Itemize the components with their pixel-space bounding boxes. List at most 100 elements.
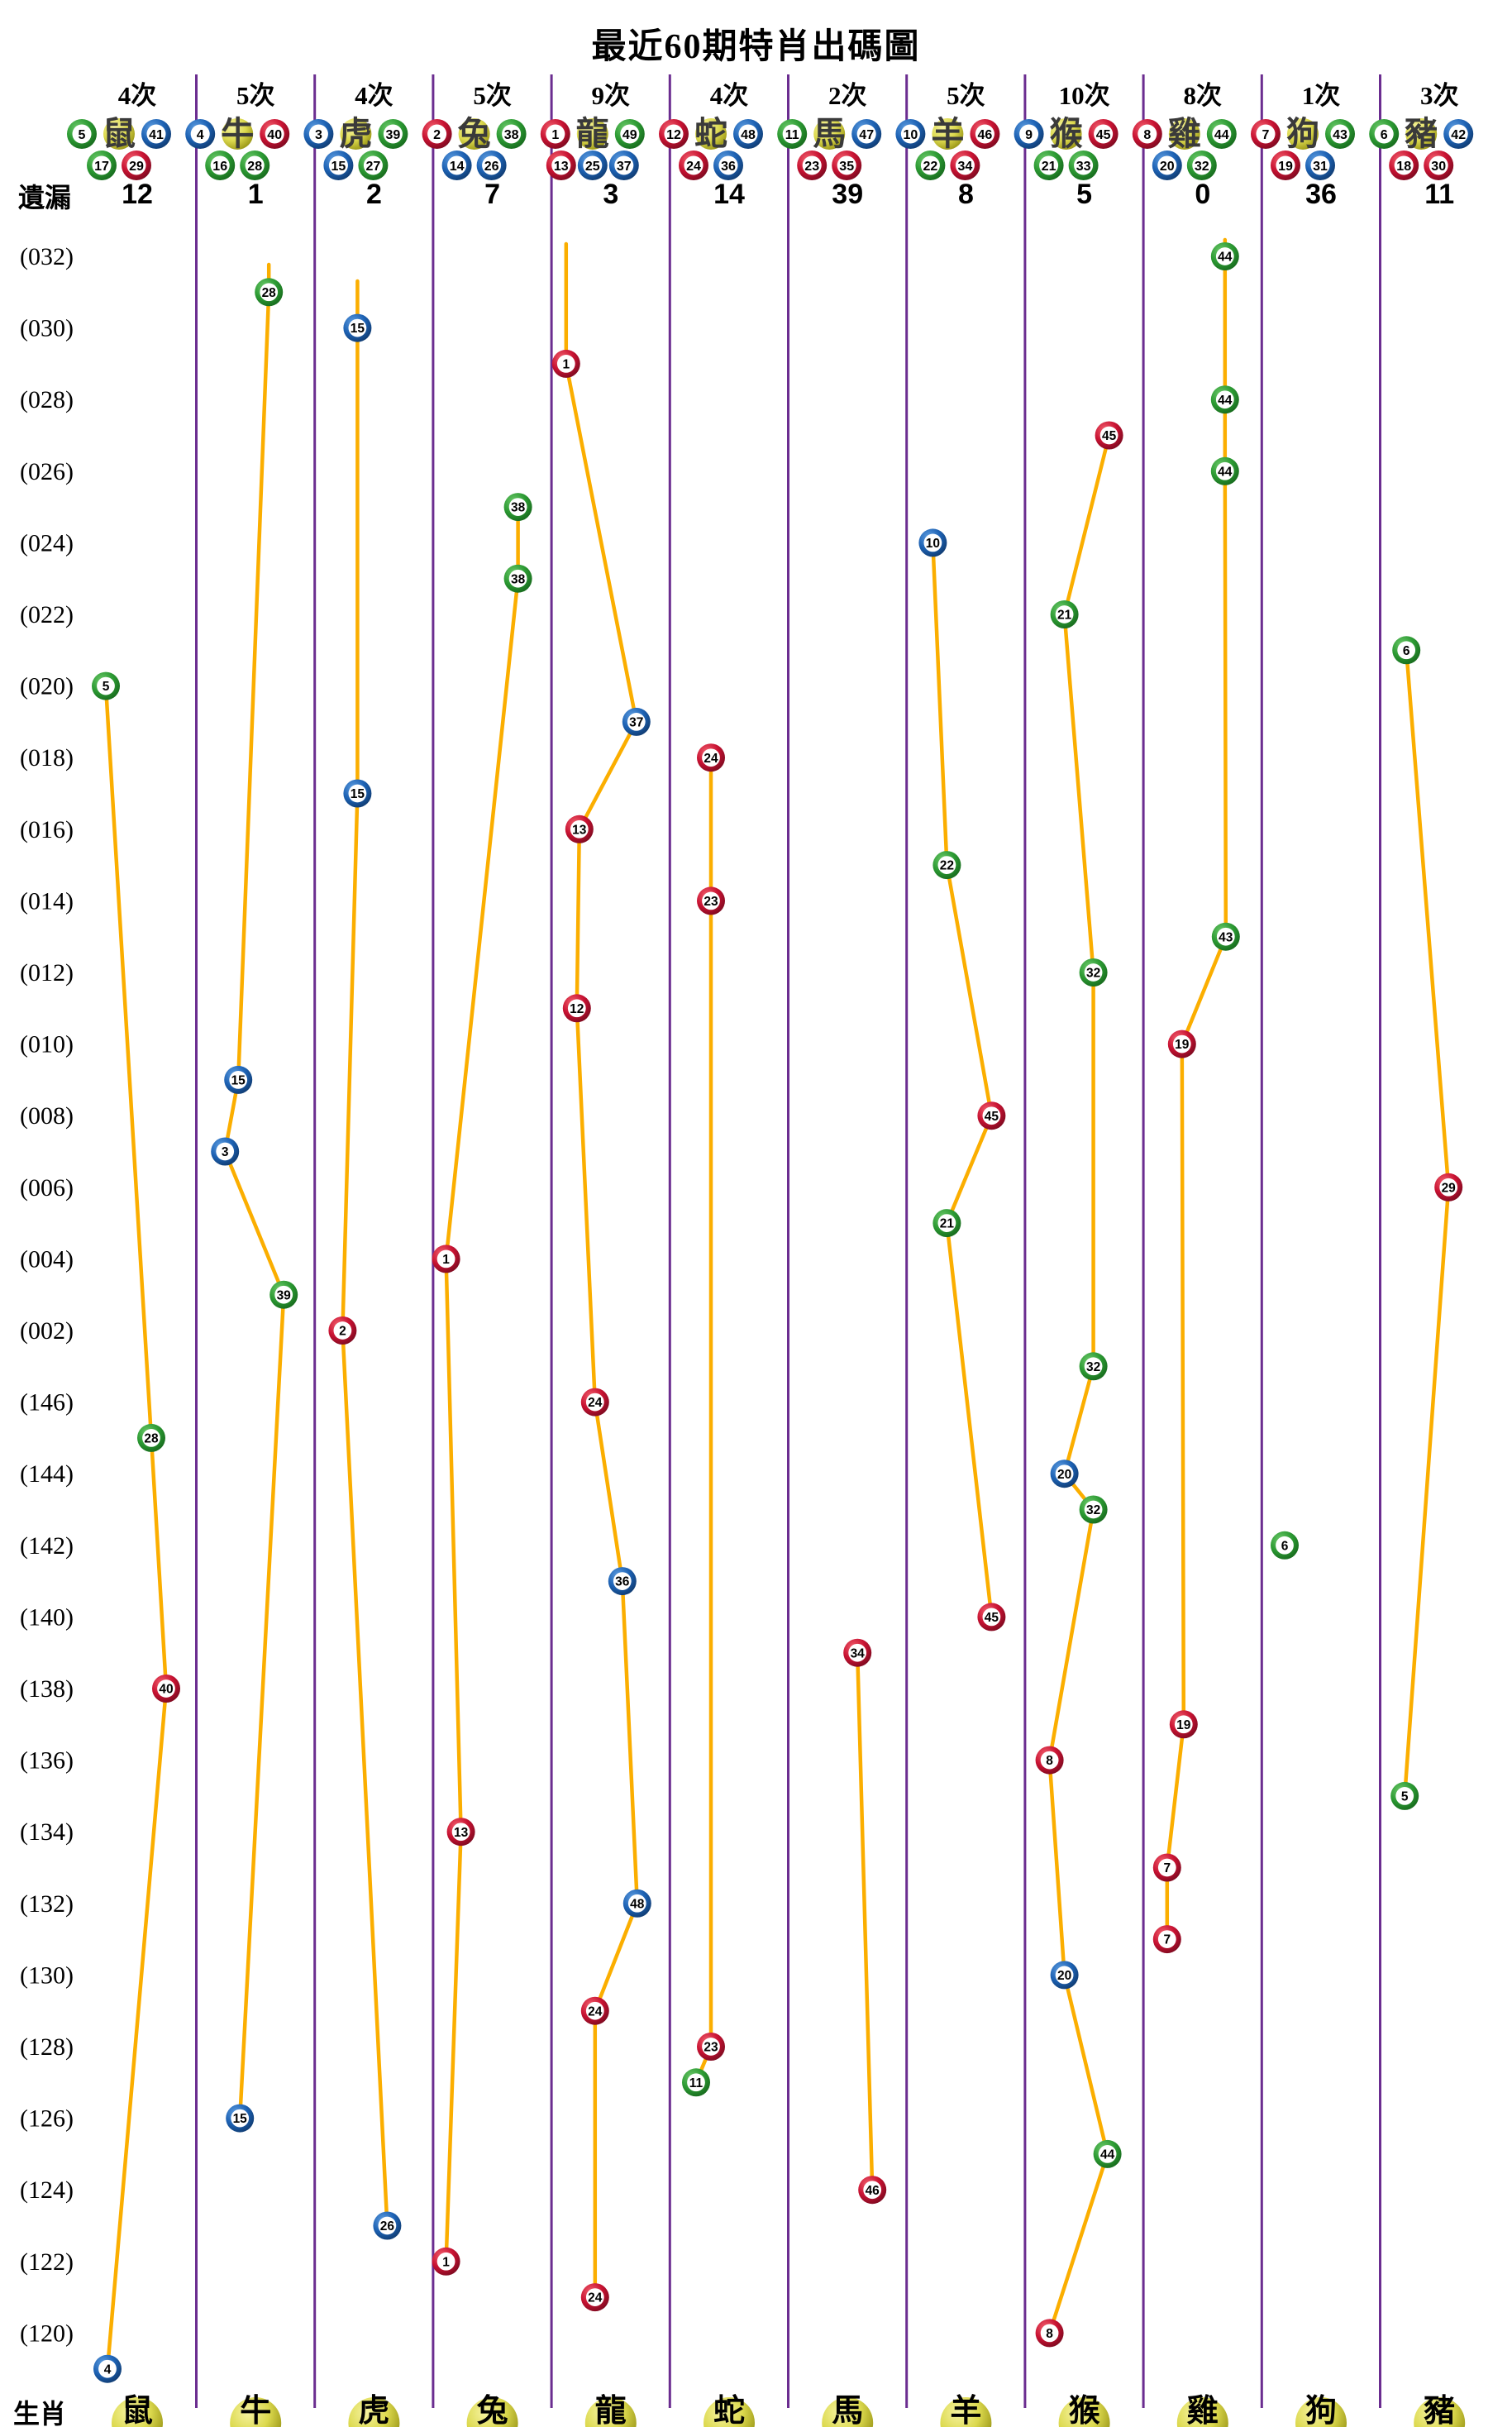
ball-number: 45: [1096, 128, 1111, 142]
ball-face: [1276, 1536, 1294, 1555]
zodiac-footer-ball: [1295, 2397, 1347, 2427]
ball-number: 29: [129, 160, 144, 174]
ball-number: 15: [351, 787, 365, 801]
zodiac-footer-ball: [466, 2397, 518, 2427]
ball-face: [1055, 1464, 1074, 1483]
chart-ball: 20: [1050, 1961, 1079, 1990]
ball-face: [502, 124, 522, 144]
period-row-label: (032): [20, 243, 74, 270]
chart-ball: 38: [503, 564, 532, 593]
trend-line: [694, 755, 713, 2085]
chart-ball: 1: [432, 2247, 460, 2276]
chart-ball: 23: [697, 2033, 725, 2061]
ball-number: 45: [1102, 429, 1117, 443]
header-number-ball: 25: [577, 150, 608, 180]
header-number-ball: 8: [1132, 119, 1162, 149]
header-number-ball: 45: [1088, 119, 1118, 149]
period-row-label: (120): [20, 2320, 74, 2347]
ball-number: 8: [1046, 1754, 1053, 1768]
zodiac-header-ball: [932, 118, 964, 150]
ball-number: 32: [1086, 967, 1100, 981]
chart-ball: 40: [152, 1675, 180, 1703]
zodiac-header-ball: [103, 118, 135, 150]
miss-value: 14: [713, 179, 745, 210]
ball-face: [863, 2181, 882, 2200]
ball-number: 11: [785, 128, 799, 142]
header-number-ball: 44: [1206, 119, 1237, 149]
ball-number: 34: [851, 1646, 866, 1660]
chart-ball: 15: [226, 2104, 255, 2133]
ball-face: [664, 124, 684, 144]
ball-number: 6: [1403, 644, 1410, 658]
ball-number: 7: [1163, 1933, 1171, 1947]
miss-value: 1: [248, 179, 264, 210]
header-number-ball: 33: [1068, 150, 1099, 180]
header-number-ball: 3: [303, 119, 334, 149]
miss-value: 5: [1076, 179, 1092, 210]
ball-number: 32: [1195, 160, 1209, 174]
period-row-label: (146): [20, 1389, 74, 1417]
ball-face: [1099, 426, 1118, 445]
ball-face: [1094, 124, 1114, 144]
zodiac-name-footer: 蛇: [713, 2394, 745, 2427]
ball-face: [955, 155, 975, 175]
times-count: 4次: [118, 81, 157, 110]
chart-ball: 1: [551, 349, 580, 378]
chart-ball: 4: [93, 2354, 122, 2383]
chart-ball: 12: [562, 994, 591, 1023]
ball-face: [718, 155, 738, 175]
ball-face: [1310, 155, 1330, 175]
ball-number: 24: [588, 2291, 603, 2305]
ball-number: 24: [686, 160, 701, 174]
period-row-label: (134): [20, 1818, 74, 1846]
ball-number: 7: [1163, 1861, 1171, 1875]
ball-face: [1157, 155, 1177, 175]
ball-face: [142, 1429, 160, 1447]
header-number-ball: 11: [777, 119, 808, 149]
trend-line: [1402, 648, 1451, 1799]
chart-ball: 48: [622, 1889, 651, 1918]
header-number-ball: 26: [476, 150, 507, 180]
ball-face: [937, 856, 956, 874]
chart-ball: 45: [977, 1101, 1006, 1130]
ball-face: [1256, 124, 1276, 144]
header-number-ball: 34: [950, 150, 980, 180]
ball-face: [1216, 927, 1235, 946]
period-row-label: (012): [20, 959, 74, 987]
miss-value: 8: [958, 179, 974, 210]
ball-face: [1429, 155, 1448, 175]
ball-face: [1055, 1966, 1074, 1985]
ball-face: [567, 999, 586, 1018]
ball-number: 15: [233, 2112, 248, 2126]
trend-line: [1165, 237, 1228, 1942]
ball-number: 8: [1143, 128, 1151, 142]
header-number-ball: 39: [378, 119, 408, 149]
zodiac-footer-ball: [1058, 2397, 1110, 2427]
chart-ball: 15: [224, 1065, 253, 1094]
period-row-label: (138): [20, 1675, 74, 1703]
ball-face: [1448, 124, 1468, 144]
ball-face: [348, 318, 367, 337]
ball-face: [260, 283, 279, 302]
ball-number: 47: [859, 128, 874, 142]
zodiac-footer-ball: [584, 2397, 637, 2427]
header-number-ball: 12: [659, 119, 689, 149]
header-number-ball: 41: [141, 119, 171, 149]
ball-face: [348, 784, 367, 803]
miss-row-label: 遺漏: [18, 183, 72, 213]
times-count: 4次: [710, 81, 749, 110]
ball-face: [1212, 124, 1232, 144]
trend-line: [1047, 433, 1111, 2335]
ball-face: [1215, 390, 1234, 409]
header-number-ball: 20: [1152, 150, 1182, 180]
chart-ball: 39: [269, 1280, 298, 1309]
ball-number: 44: [1218, 394, 1233, 408]
zodiac-name-header: 雞: [1168, 116, 1201, 152]
chart-ball: 5: [92, 671, 120, 700]
ball-number: 32: [1086, 1360, 1100, 1374]
period-row-label: (006): [20, 1174, 74, 1202]
trend-line: [341, 279, 389, 2228]
ball-number: 5: [103, 680, 110, 694]
chart-ball: 44: [1210, 385, 1239, 414]
